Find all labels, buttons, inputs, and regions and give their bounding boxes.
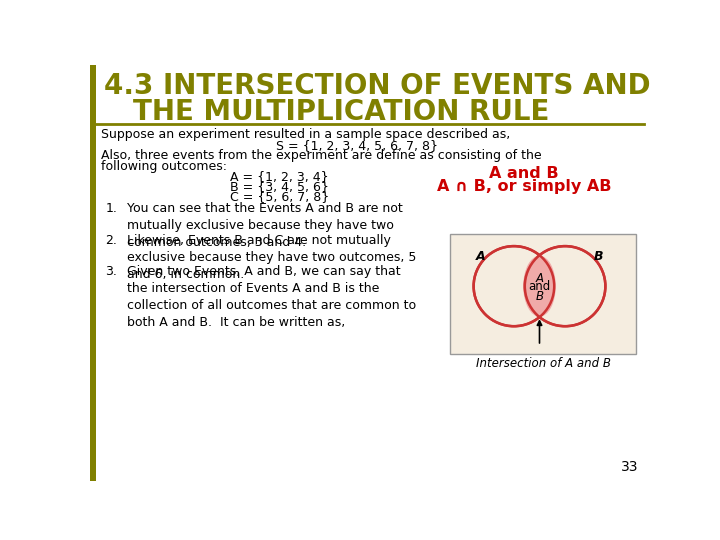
Text: A = {1, 2, 3, 4}: A = {1, 2, 3, 4} (230, 170, 328, 183)
Circle shape (474, 246, 554, 326)
Text: 4.3 INTERSECTION OF EVENTS AND: 4.3 INTERSECTION OF EVENTS AND (104, 72, 651, 100)
Text: Also, three events from the experiment are define as consisting of the: Also, three events from the experiment a… (101, 150, 541, 163)
Text: S = {1, 2, 3, 4, 5, 6, 7, 8}: S = {1, 2, 3, 4, 5, 6, 7, 8} (276, 139, 438, 152)
Text: 2.: 2. (106, 234, 117, 247)
Text: 3.: 3. (106, 265, 117, 278)
Ellipse shape (523, 256, 556, 316)
Text: B: B (536, 289, 544, 303)
Text: B = {3, 4, 5, 6}: B = {3, 4, 5, 6} (230, 180, 328, 193)
Text: THE MULTIPLICATION RULE: THE MULTIPLICATION RULE (132, 98, 549, 126)
Text: Suppose an experiment resulted in a sample space described as,: Suppose an experiment resulted in a samp… (101, 128, 510, 141)
Text: A: A (536, 272, 544, 285)
Text: You can see that the Events A and B are not
mutually exclusive because they have: You can see that the Events A and B are … (127, 202, 403, 249)
Text: B: B (593, 250, 603, 263)
Text: C = {5, 6, 7, 8}: C = {5, 6, 7, 8} (230, 190, 329, 203)
Circle shape (525, 246, 606, 326)
FancyBboxPatch shape (90, 65, 96, 481)
Text: A ∩ B, or simply AB: A ∩ B, or simply AB (437, 179, 611, 194)
Text: 1.: 1. (106, 202, 117, 215)
Text: A: A (476, 250, 485, 263)
Text: Given two Events, A and B, we can say that
the intersection of Events A and B is: Given two Events, A and B, we can say th… (127, 265, 416, 329)
Text: Intersection of A and B: Intersection of A and B (476, 356, 611, 369)
Text: and: and (528, 280, 551, 293)
FancyBboxPatch shape (451, 234, 636, 354)
Text: Likewise, Events B and C are not mutually
exclusive because they have two outcom: Likewise, Events B and C are not mutuall… (127, 234, 417, 281)
Text: A and B: A and B (489, 166, 559, 181)
Text: 33: 33 (621, 461, 639, 475)
Text: following outcomes:: following outcomes: (101, 159, 227, 172)
